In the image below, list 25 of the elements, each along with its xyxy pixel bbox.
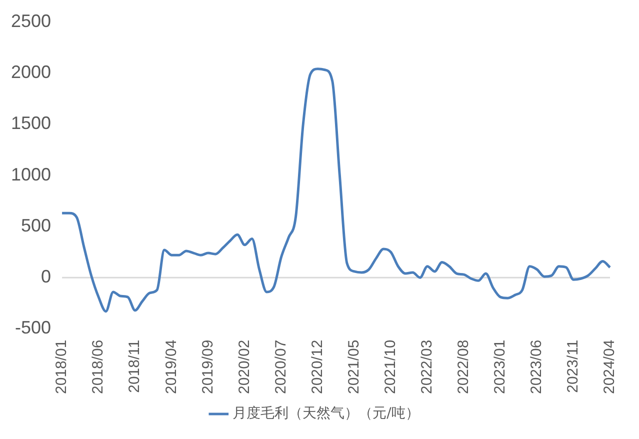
x-tick-label: 2020/07 <box>272 340 290 394</box>
y-tick-label: 0 <box>41 266 52 287</box>
x-tick-label: 2018/06 <box>90 340 107 394</box>
x-tick-label: 2020/02 <box>236 340 253 394</box>
y-tick-label: 1500 <box>10 113 52 134</box>
y-tick-label: -500 <box>15 318 52 338</box>
legend-label: 月度毛利（天然气）（元/吨） <box>232 406 420 422</box>
x-tick-label: 2020/12 <box>308 340 326 394</box>
x-tick-label: 2023/11 <box>564 340 582 393</box>
x-tick-label: 2018/11 <box>126 340 144 393</box>
x-tick-label: 2019/09 <box>199 340 216 394</box>
y-tick-label: 2000 <box>10 62 52 82</box>
x-tick-label: 2019/04 <box>162 340 180 394</box>
x-tick-label: 2022/08 <box>455 340 472 394</box>
x-tick-label: 2022/03 <box>418 340 436 394</box>
x-tick-label: 2024/04 <box>601 340 618 394</box>
x-tick-label: 2023/06 <box>528 340 546 394</box>
y-tick-label: 2500 <box>10 10 52 31</box>
x-tick-label: 2021/10 <box>382 340 399 394</box>
x-tick-label: 2023/01 <box>492 340 509 394</box>
x-tick-label: 2018/01 <box>53 340 70 394</box>
x-tick-label: 2021/05 <box>345 340 362 394</box>
y-tick-label: 1000 <box>10 164 52 184</box>
y-tick-label: 500 <box>20 215 52 236</box>
line-series <box>60 68 612 313</box>
